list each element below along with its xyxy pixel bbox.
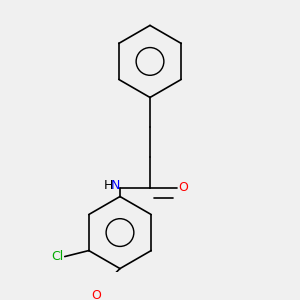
Text: H: H [104,178,113,192]
Text: O: O [179,181,189,194]
Text: Cl: Cl [51,250,63,263]
Text: N: N [111,178,120,192]
Text: O: O [91,289,101,300]
